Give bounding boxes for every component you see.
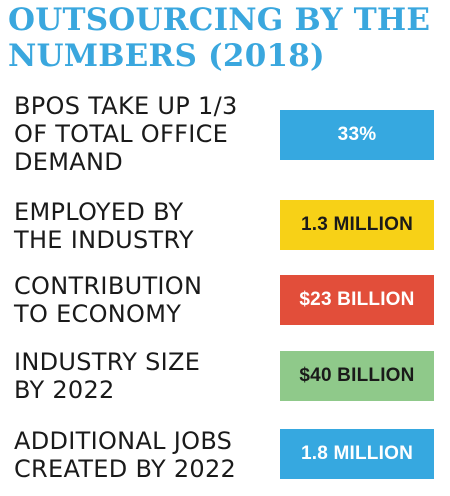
stat-value-box: 33% [280,110,434,160]
stat-value-label: $23 BILLION [299,289,415,310]
stat-label-line: TO ECONOMY [14,300,182,328]
stat-value-box: 1.3 MILLION [280,200,434,250]
stat-value-box: $40 BILLION [280,351,434,401]
chart-title-line-2: NUMBERS (2018) [8,38,325,74]
stat-label-line: THE INDUSTRY [14,226,194,254]
chart-title: OUTSOURCING BY THE NUMBERS (2018) [8,2,448,74]
stat-label-line: BY 2022 [14,376,115,404]
stat-value-label: 1.3 MILLION [301,214,413,235]
stat-value-box: 1.8 MILLION [280,429,434,479]
stat-label: INDUSTRY SIZE BY 2022 [14,348,200,404]
stat-label-line: EMPLOYED BY [14,198,184,226]
stat-label-line: CONTRIBUTION [14,272,203,300]
stat-label: EMPLOYED BY THE INDUSTRY [14,198,194,254]
stat-label: CONTRIBUTION TO ECONOMY [14,272,202,328]
stat-value-label: $40 BILLION [299,365,415,386]
stat-label-line: DEMAND [14,148,124,176]
stat-label-line: INDUSTRY SIZE [14,348,201,376]
stat-value-box: $23 BILLION [280,275,434,325]
stat-label-line: BPOS TAKE UP 1/3 [14,92,238,120]
stat-label: BPOS TAKE UP 1/3 OF TOTAL OFFICE DEMAND [14,92,238,176]
stat-label-line: ADDITIONAL JOBS [14,427,233,455]
stat-value-label: 1.8 MILLION [301,443,413,464]
stat-label-line: CREATED BY 2022 [14,455,237,483]
chart-title-line-1: OUTSOURCING BY THE [8,2,431,38]
stat-label: ADDITIONAL JOBS CREATED BY 2022 [14,427,236,483]
stat-label-line: OF TOTAL OFFICE [14,120,229,148]
stat-value-label: 33% [337,124,377,145]
